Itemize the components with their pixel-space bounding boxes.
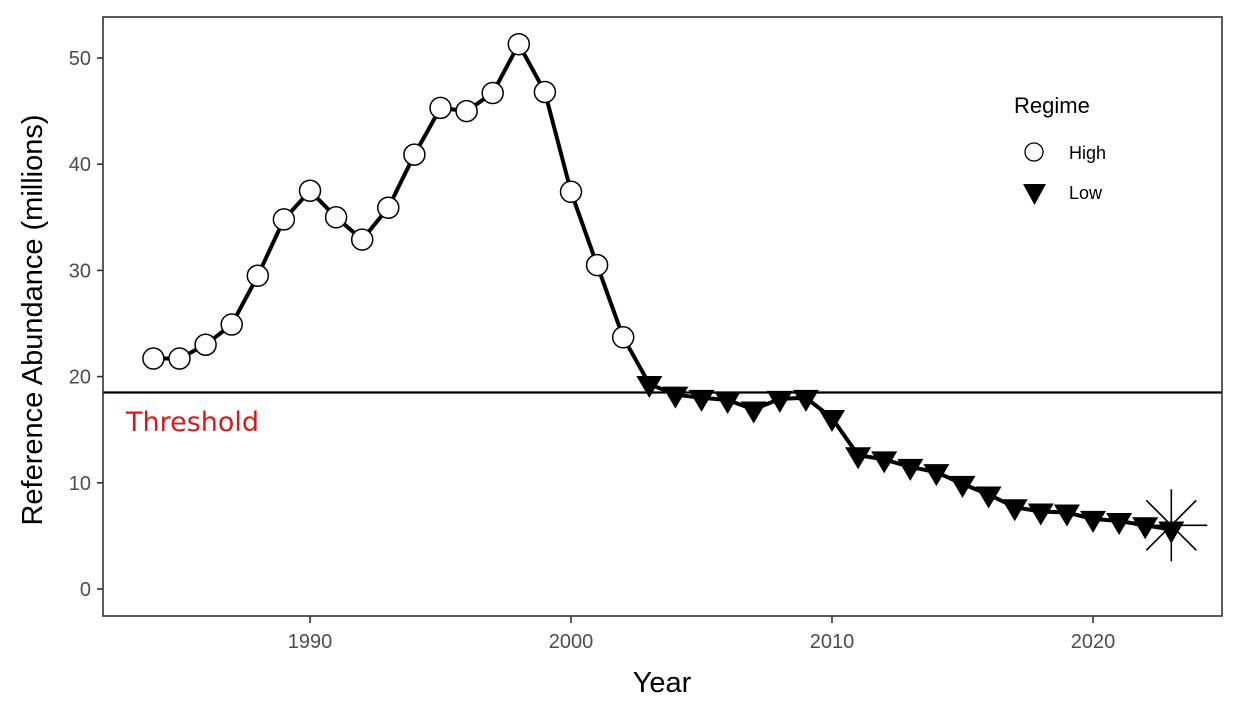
high-point-circle-icon (403, 143, 426, 166)
y-tick-label: 40 (69, 154, 91, 176)
low-point-triangle-icon (766, 390, 793, 413)
low-point-triangle-icon (1053, 504, 1080, 527)
low-point-triangle-icon (688, 389, 715, 412)
low-point-triangle-icon (1158, 521, 1185, 544)
high-point-circle-icon (220, 313, 243, 336)
high-point-circle-icon (324, 206, 348, 229)
panel-border (102, 16, 1223, 617)
low-point-triangle-icon (1001, 499, 1028, 522)
legend-high-label: High (1069, 143, 1106, 163)
low-point-triangle-icon (819, 410, 845, 433)
low-point-triangle-icon (897, 458, 924, 481)
plot-area (103, 32, 1222, 562)
y-tick-label: 10 (69, 473, 91, 495)
low-point-triangle-icon (1080, 510, 1106, 533)
axes: 0 10 20 30 40 50 1990 2000 2010 2020 (69, 16, 1223, 653)
high-point-circle-icon (246, 264, 270, 287)
high-point-circle-icon (298, 179, 322, 202)
high-point-circle-icon (168, 347, 191, 370)
high-point-circle-icon (507, 32, 531, 56)
legend: Regime High Low (1014, 93, 1106, 205)
low-point-triangle-icon (714, 391, 741, 414)
abundance-line (153, 42, 1172, 532)
high-point-circle-icon (272, 208, 296, 231)
high-point-circle-icon (142, 347, 165, 370)
low-point-triangle-icon (949, 475, 976, 498)
high-point-circle-icon (533, 80, 557, 104)
y-tick-label: 20 (69, 367, 91, 389)
legend-title: Regime (1014, 93, 1090, 118)
low-point-triangle-icon (923, 464, 950, 487)
y-axis-title: Reference Abundance (millions) (17, 114, 49, 525)
low-point-triangle-icon (871, 451, 898, 474)
y-tick-label: 50 (69, 48, 91, 70)
high-point-circle-icon (429, 96, 452, 120)
threshold-label: Threshold (125, 407, 259, 438)
x-tick-label: 1990 (288, 631, 333, 653)
low-point-triangle-icon (975, 486, 1002, 509)
legend-low-triangle-icon (1023, 184, 1046, 205)
high-point-circle-icon (455, 99, 478, 123)
low-point-triangle-icon (845, 447, 872, 470)
high-point-circle-icon (194, 333, 217, 356)
low-point-triangle-icon (740, 401, 767, 424)
low-point-triangle-icon (1027, 503, 1054, 526)
x-tick-label: 2020 (1071, 631, 1116, 653)
x-tick-label: 2010 (810, 631, 855, 653)
low-point-triangle-icon (1132, 517, 1159, 540)
legend-high-circle-icon (1024, 142, 1044, 162)
low-point-triangle-icon (1106, 513, 1133, 536)
y-tick-label: 30 (69, 260, 91, 282)
x-tick-label: 2000 (549, 631, 594, 653)
low-point-triangle-icon (662, 386, 689, 409)
low-point-triangle-icon (636, 376, 663, 399)
high-point-circle-icon (559, 180, 583, 204)
x-axis-title: Year (633, 667, 692, 699)
low-point-triangle-icon (792, 389, 819, 412)
y-tick-label: 0 (80, 579, 91, 601)
high-point-circle-icon (481, 81, 504, 105)
high-point-circle-icon (611, 326, 635, 349)
high-point-circle-icon (585, 253, 609, 277)
legend-low-label: Low (1069, 183, 1103, 203)
high-point-circle-icon (377, 196, 400, 219)
high-point-circle-icon (350, 228, 374, 251)
